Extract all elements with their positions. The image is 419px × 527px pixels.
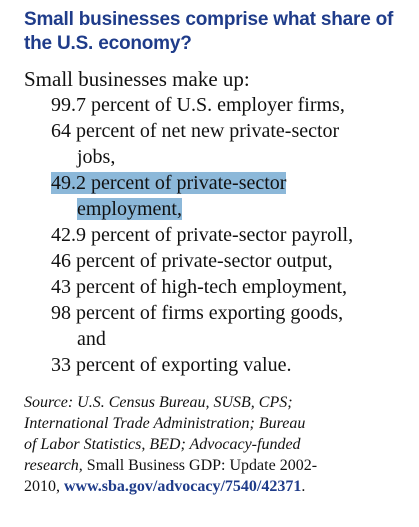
panel-heading: Small businesses comprise what share of … xyxy=(24,8,413,56)
source-line-2: International Trade Administration; Bure… xyxy=(24,415,306,432)
stat-item-exporting-firms: 98 percent of firms exporting goods, and xyxy=(51,300,413,352)
stat-text-highlighted: 49.2 percent of private-sector xyxy=(51,172,287,194)
stat-text-continued: jobs, xyxy=(77,146,116,168)
heading-line-1: Small businesses comprise what share of xyxy=(24,9,394,30)
source-line-1: Source: U.S. Census Bureau, SUSB, CPS; xyxy=(24,394,293,411)
stat-text-continued: and xyxy=(77,328,106,350)
source-line-5: 2010, xyxy=(24,478,64,495)
stat-item-employer-firms: 99.7 percent of U.S. employer firms, xyxy=(51,92,413,118)
source-line-3: of Labor Statistics, BED; Advocacy-funde… xyxy=(24,436,301,453)
stat-item-high-tech: 43 percent of high-tech employment, xyxy=(51,274,413,300)
stat-item-exporting-value: 33 percent of exporting value. xyxy=(51,352,413,378)
source-url-link[interactable]: www.sba.gov/advocacy/7540/42371 xyxy=(64,478,302,495)
stat-item-payroll: 42.9 percent of private-sector payroll, xyxy=(51,222,413,248)
stat-text-highlighted-continued: employment, xyxy=(77,198,182,220)
source-end: . xyxy=(301,478,306,495)
stat-text: 98 percent of firms exporting goods, xyxy=(51,302,344,324)
stat-item-output: 46 percent of private-sector output, xyxy=(51,248,413,274)
stat-text: 46 percent of private-sector output, xyxy=(51,250,333,272)
stat-text: 43 percent of high-tech employment, xyxy=(51,276,348,298)
stat-item-employment: 49.2 percent of private-sector employmen… xyxy=(51,170,413,222)
stat-text: 42.9 percent of private-sector payroll, xyxy=(51,224,354,246)
source-note: Source: U.S. Census Bureau, SUSB, CPS; I… xyxy=(24,392,413,497)
intro-text: Small businesses make up: xyxy=(24,67,250,91)
heading-line-2: the U.S. economy? xyxy=(24,33,192,54)
stat-text: 33 percent of exporting value. xyxy=(51,354,292,376)
source-line-4-italic: research, xyxy=(24,457,83,474)
stat-item-net-new-jobs: 64 percent of net new private-sector job… xyxy=(51,118,413,170)
stat-text: 99.7 percent of U.S. employer firms, xyxy=(51,94,345,116)
stats-list: 99.7 percent of U.S. employer firms, 64 … xyxy=(24,92,413,378)
source-line-4-plain: Small Business GDP: Update 2002- xyxy=(82,457,318,474)
stat-text: 64 percent of net new private-sector xyxy=(51,120,340,142)
